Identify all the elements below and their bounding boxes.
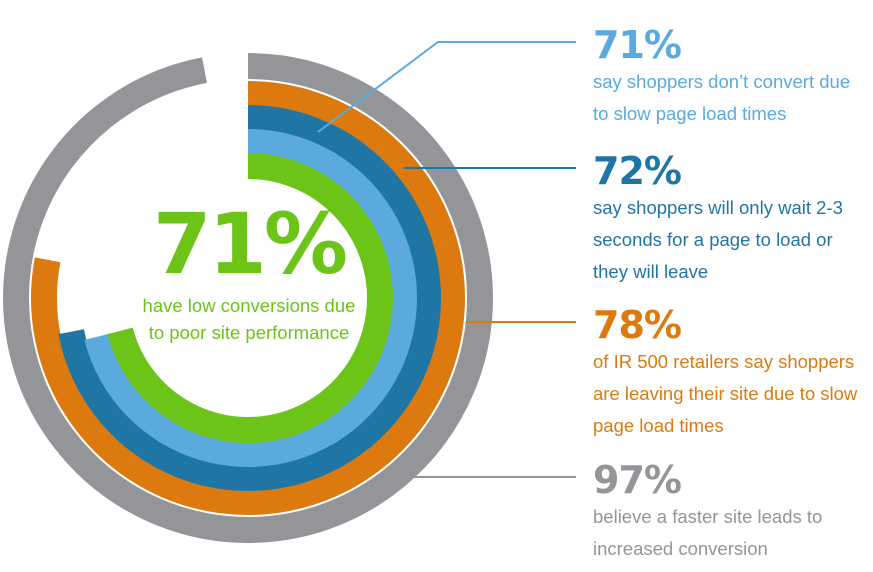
callout-wait-2-3-seconds: 72% say shoppers will only wait 2-3 seco… bbox=[593, 150, 868, 288]
leader-line-71 bbox=[317, 41, 576, 133]
ring-71-center bbox=[107, 153, 393, 443]
callout-description: say shoppers don’t convert due to slow p… bbox=[593, 71, 851, 124]
ring-71-light bbox=[84, 129, 417, 467]
callout-value: 71% bbox=[593, 23, 682, 67]
callout-value: 97% bbox=[593, 458, 682, 502]
callout-faster-site: 97% believe a faster site leads to incre… bbox=[593, 459, 868, 565]
callout-description: of IR 500 retailers say shoppers are lea… bbox=[593, 351, 858, 436]
center-stat: 71% have low conversions due to poor sit… bbox=[120, 196, 378, 346]
callout-value: 72% bbox=[593, 149, 682, 193]
center-stat-description: have low conversions due to poor site pe… bbox=[142, 295, 356, 343]
ring-72 bbox=[58, 105, 441, 491]
callout-value: 78% bbox=[593, 303, 682, 347]
callout-ir500-retailers: 78% of IR 500 retailers say shoppers are… bbox=[593, 304, 868, 442]
callout-description: believe a faster site leads to increased… bbox=[593, 506, 823, 559]
callout-slow-load-no-convert: 71% say shoppers don’t convert due to sl… bbox=[593, 24, 868, 130]
callout-description: say shoppers will only wait 2-3 seconds … bbox=[593, 197, 843, 282]
center-stat-value: 71% bbox=[152, 195, 348, 293]
callout-leader-lines bbox=[317, 41, 576, 478]
ring-78 bbox=[31, 81, 465, 515]
radial-rings bbox=[3, 53, 493, 543]
